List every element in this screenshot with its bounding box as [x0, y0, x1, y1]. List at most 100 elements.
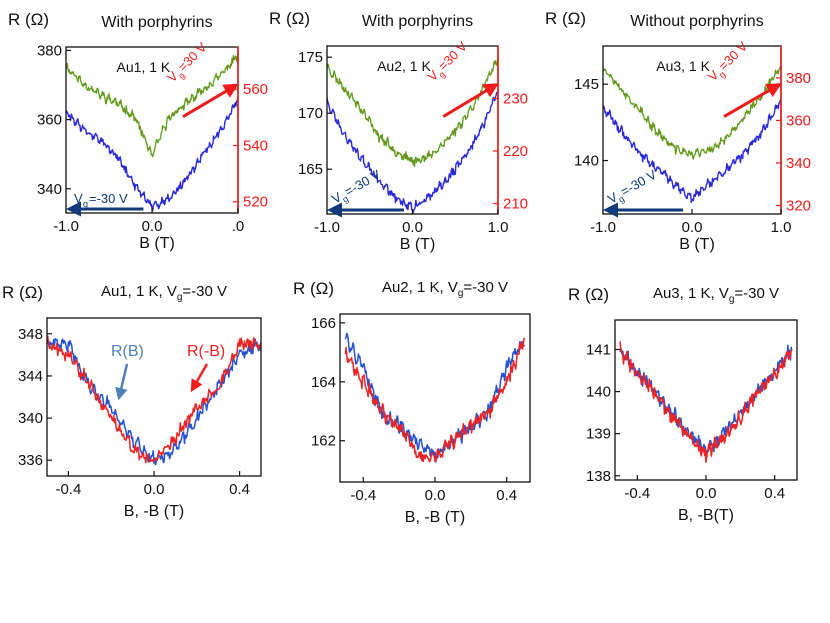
chart-panel-1: -1.0 0.0 .0 340 360 380 520 540 560 R (Ω) B (T) Wit… [8, 10, 268, 252]
x-tick-label: -0.4 [350, 487, 376, 504]
y-tick-label: 336 [18, 452, 43, 469]
y-tick-label: 138 [586, 468, 611, 485]
chart-title-sub: g [458, 288, 464, 299]
vg-plus-value: =30 V [435, 38, 470, 73]
x-tick-label: 1.0 [488, 219, 509, 236]
y-tick-label: 165 [298, 161, 323, 178]
chart-title-main: Au2, 1 K, V [382, 279, 458, 296]
x-tick-label: 0.0 [696, 485, 717, 502]
x-axis-label: B, -B(T) [678, 507, 734, 524]
x-tick-label: 0.0 [402, 219, 423, 236]
chart-panel-3: -1.0 0.0 1.0 140 145 320 340 360 380 R (Ω) B (T) Wi… [545, 9, 811, 253]
series-1-overlay-line [602, 65, 782, 160]
x-tick-label: 0.0 [682, 219, 703, 236]
series-1-line [619, 344, 793, 455]
x-axis-label: B (T) [400, 236, 436, 253]
right-y-tick-label: 360 [786, 112, 811, 129]
chart-title: Au1, 1 K, Vg=-30 V [101, 283, 227, 303]
x-tick-label: -1.0 [53, 218, 79, 235]
chart-title-sub: g [729, 294, 735, 305]
x-tick-label: -1.0 [314, 219, 340, 236]
right-y-tick-label: 320 [786, 197, 811, 214]
chart-title-tail: =-30 V [734, 285, 779, 302]
y-tick-label: 141 [586, 341, 611, 358]
vg-minus-sub: g [341, 194, 350, 205]
chart-title: With porphyrins [101, 14, 212, 31]
y-tick-label: 140 [586, 384, 611, 401]
vg-plus-sub: g [437, 69, 448, 80]
x-tick-label: .0 [232, 218, 245, 235]
right-y-tick-label: 220 [503, 143, 528, 160]
y-axis-label: R (Ω) [2, 283, 43, 302]
series-1-line [46, 337, 262, 466]
y-tick-label: 139 [586, 426, 611, 443]
legend-r-minus-b: R(-B) [187, 343, 225, 360]
sample-label: Au2, 1 K [377, 58, 431, 74]
chart-panel-2: -1.0 0.0 1.0 165 170 175 210 220 230 R (Ω) B (T) Wi… [269, 9, 528, 253]
y-axis-label: R (Ω) [293, 279, 334, 298]
chart-title: Au2, 1 K, Vg=-30 V [382, 279, 508, 299]
x-axis-label: B, -B (T) [124, 503, 184, 520]
chart-title-tail: =-30 V [463, 279, 508, 296]
chart-panel-5: -0.4 0.0 0.4 162 164 166 R (Ω) B, -B (T) Au2, 1 … [293, 279, 531, 526]
vg-plus-arrow [182, 83, 239, 119]
series-2-line [46, 335, 262, 464]
sample-label: Au1, 1 K [117, 59, 171, 75]
x-tick-label: 0.4 [229, 481, 250, 498]
x-tick-label: -0.4 [55, 481, 81, 498]
series-2-line [344, 337, 526, 463]
y-tick-label: 162 [311, 433, 336, 450]
sample-label: Au3, 1 K [656, 58, 710, 74]
y-axis-label: R (Ω) [545, 9, 586, 28]
chart-panel-4: -0.4 0.0 0.4 336 340 344 348 R (Ω) B, -B (T) Au1,… [2, 283, 262, 520]
series-2-line [619, 341, 793, 463]
y-tick-label: 344 [18, 368, 43, 385]
vg-plus-value: =30 V [715, 38, 750, 73]
series-1-overlay-line [326, 57, 499, 167]
y-tick-label: 340 [18, 410, 43, 427]
chart-title-sub: g [177, 292, 183, 303]
x-tick-label: 1.0 [771, 219, 792, 236]
series-1-overlay-line [65, 53, 239, 158]
y-axis-label: R (Ω) [568, 285, 609, 304]
y-axis-label: R (Ω) [8, 10, 49, 29]
y-axis-label: R (Ω) [269, 9, 310, 28]
legend-r-b-arrow [115, 363, 129, 401]
x-tick-label: 0.4 [764, 485, 785, 502]
y-tick-label: 166 [311, 315, 336, 332]
y-tick-label: 340 [37, 181, 62, 198]
vg-minus-value: =-30 V [618, 167, 659, 199]
series-2-line [602, 97, 782, 204]
y-tick-label: 145 [574, 76, 599, 93]
right-y-tick-label: 560 [243, 81, 268, 98]
vg-minus-v: V [74, 191, 83, 206]
chart-title-tail: =-30 V [182, 283, 227, 300]
right-y-tick-label: 540 [243, 137, 268, 154]
vg-minus-label: Vg=-30 V [329, 167, 383, 207]
vg-minus-value: =-30 V [89, 191, 128, 206]
y-tick-label: 360 [37, 112, 62, 129]
x-tick-label: -1.0 [590, 219, 616, 236]
y-tick-label: 164 [311, 374, 336, 391]
y-tick-label: 170 [298, 105, 323, 122]
right-y-tick-label: 210 [503, 196, 528, 213]
chart-title: With porphyrins [362, 13, 473, 30]
chart-title: Without porphyrins [630, 13, 763, 30]
x-axis-label: B (T) [139, 235, 175, 252]
vg-plus-sub: g [717, 69, 728, 80]
vg-plus-sub: g [176, 70, 187, 81]
legend-r-b: R(B) [111, 343, 144, 360]
y-tick-label: 380 [37, 42, 62, 59]
y-tick-label: 140 [574, 153, 599, 170]
x-tick-label: 0.0 [144, 481, 165, 498]
x-tick-label: -0.4 [624, 485, 650, 502]
vg-minus-sub: g [83, 199, 88, 209]
right-y-tick-label: 340 [786, 155, 811, 172]
chart-title-main: Au3, 1 K, V [653, 285, 729, 302]
vg-minus-sub: g [617, 194, 626, 205]
x-axis-label: B, -B (T) [405, 509, 465, 526]
x-tick-label: 0.4 [496, 487, 517, 504]
vg-minus-value: =-30 V [342, 167, 383, 199]
